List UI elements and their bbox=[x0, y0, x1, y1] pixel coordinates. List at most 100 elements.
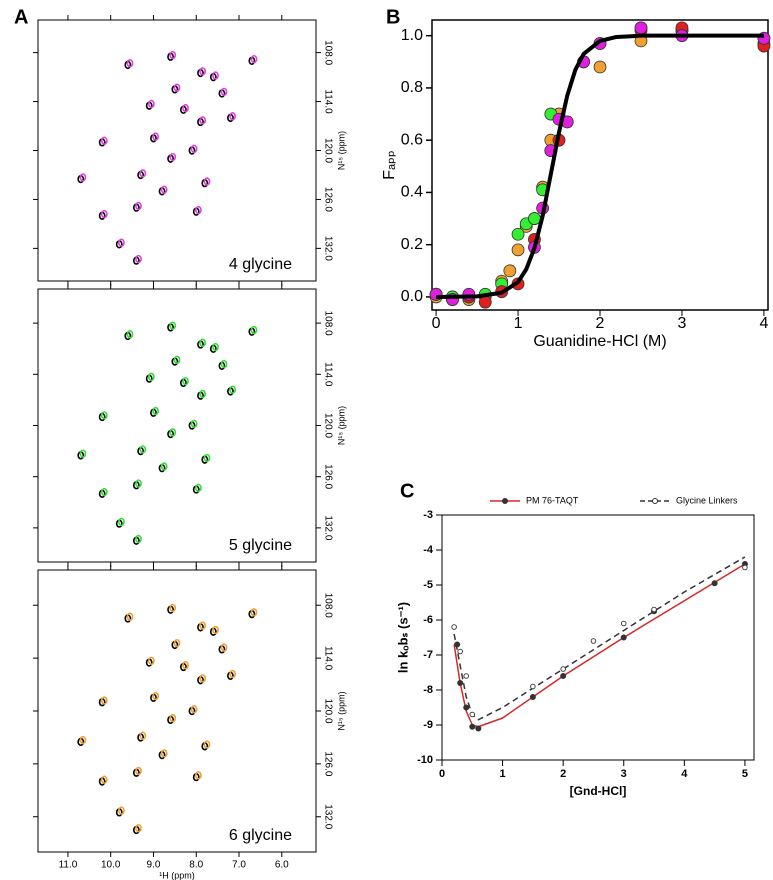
data-point bbox=[620, 634, 627, 641]
x-tick-label: 2 bbox=[596, 315, 605, 332]
data-point bbox=[457, 648, 463, 655]
y-axis-label: N¹⁵ (ppm) bbox=[336, 131, 346, 170]
data-point bbox=[511, 243, 525, 257]
peak bbox=[139, 169, 147, 178]
y-tick-label: -8 bbox=[423, 684, 433, 696]
y-tick-label: 108.0 bbox=[322, 593, 333, 618]
peak bbox=[135, 766, 142, 776]
x-tick-label: 4 bbox=[681, 768, 688, 780]
peak bbox=[118, 238, 125, 247]
peak bbox=[147, 99, 155, 109]
peak bbox=[203, 740, 211, 749]
x-tick-label: 2 bbox=[560, 768, 566, 780]
peak bbox=[220, 643, 228, 652]
peak bbox=[135, 824, 142, 833]
panel: B 0 1 2 3 4 0.0 0.2 0.4 0.6 0.8 1.0 Guanidine-HCl (M… bbox=[381, 6, 771, 350]
y-tick-label: 0.2 bbox=[401, 236, 423, 253]
data-point bbox=[620, 620, 627, 627]
peak bbox=[100, 696, 108, 705]
x-tick-label: 6.0 bbox=[275, 860, 289, 871]
peak bbox=[203, 177, 211, 186]
peak bbox=[199, 674, 207, 683]
y-tick-label: -7 bbox=[423, 649, 433, 661]
panel: C 0 1 2 3 4 5 -10 -9 -8 -7 -6 -5 -4 -3 [Gnd-HCl] ln kₒbₛ… bbox=[395, 480, 755, 798]
data-point bbox=[469, 723, 476, 730]
peak bbox=[212, 71, 219, 80]
y-tick-label: 108.0 bbox=[322, 311, 333, 336]
peak bbox=[173, 355, 181, 365]
x-axis-label: Guanidine-HCl (M) bbox=[533, 333, 666, 350]
y-tick-label: -6 bbox=[423, 614, 433, 626]
peak bbox=[169, 713, 177, 723]
x-tick-label: 4 bbox=[759, 315, 768, 332]
y-tick-label: -9 bbox=[423, 719, 433, 731]
data-point bbox=[463, 704, 470, 711]
peak bbox=[199, 116, 207, 125]
data-point bbox=[475, 725, 482, 732]
x-tick-label: 5 bbox=[742, 768, 748, 780]
peak bbox=[160, 462, 168, 471]
panel-label: A bbox=[14, 6, 28, 28]
y-tick-label: 0.6 bbox=[401, 131, 423, 148]
data-point bbox=[451, 624, 457, 630]
annotation: 5 glycine bbox=[229, 537, 292, 554]
y-axis-label: Fₐₚₚ bbox=[381, 150, 398, 179]
y-tick-label: 126.0 bbox=[322, 464, 333, 489]
x-axis-label: [Gnd-HCl] bbox=[570, 784, 627, 798]
peak bbox=[199, 621, 207, 630]
peak bbox=[203, 453, 211, 463]
y-tick-label: 132.0 bbox=[322, 804, 333, 829]
peak bbox=[169, 321, 177, 330]
peak bbox=[173, 638, 181, 648]
x-tick-label: 1 bbox=[514, 315, 523, 332]
x-tick-label: 1 bbox=[500, 768, 506, 780]
peak bbox=[220, 359, 228, 369]
y-tick-label: -5 bbox=[423, 579, 433, 591]
y-tick-label: 0.4 bbox=[401, 184, 423, 201]
y-axis-label: ln kₒbₛ (s⁻¹) bbox=[395, 602, 410, 673]
y-tick-label: 114.0 bbox=[322, 362, 333, 387]
peak bbox=[139, 445, 147, 454]
data-point bbox=[530, 683, 536, 690]
peak bbox=[118, 806, 125, 815]
y-tick-label: 126.0 bbox=[322, 751, 333, 776]
panel-label: C bbox=[400, 480, 414, 502]
y-tick-label: 0.0 bbox=[401, 288, 423, 305]
x-tick-label: 10.0 bbox=[101, 860, 121, 871]
y-axis-label: N¹⁵ (ppm) bbox=[336, 691, 346, 730]
y-tick-label: 120.0 bbox=[322, 138, 333, 163]
x-tick-label: 0 bbox=[439, 768, 445, 780]
peak bbox=[199, 389, 207, 399]
peak bbox=[147, 656, 155, 665]
peak bbox=[250, 608, 258, 617]
y-tick-label: 1.0 bbox=[401, 27, 423, 44]
fit-line bbox=[436, 33, 764, 299]
peak bbox=[194, 483, 202, 492]
peak bbox=[135, 254, 142, 264]
x-tick-label: 3 bbox=[677, 315, 686, 332]
panel: 11.0 10.0 9.0 8.0 7.0 6.0 108.0 114.0 120.0 126.0… bbox=[33, 565, 346, 880]
legend-marker bbox=[502, 498, 508, 504]
fit-line bbox=[453, 563, 746, 728]
y-tick-label: 132.0 bbox=[322, 515, 333, 540]
peak bbox=[79, 449, 87, 458]
plot-frame bbox=[37, 19, 317, 282]
peak bbox=[139, 731, 147, 740]
peak bbox=[229, 385, 236, 394]
peak bbox=[194, 771, 202, 780]
y-tick-label: -4 bbox=[423, 544, 434, 556]
peak bbox=[169, 428, 177, 437]
peak bbox=[169, 152, 177, 162]
peak bbox=[229, 112, 236, 121]
data-point bbox=[651, 606, 657, 613]
peak bbox=[126, 59, 134, 68]
peak bbox=[152, 691, 160, 701]
plot-frame bbox=[37, 288, 317, 563]
y-tick-label: -3 bbox=[423, 509, 433, 521]
legend-label: PM 76-TAQT bbox=[526, 495, 579, 505]
y-tick-label: 108.0 bbox=[322, 40, 333, 65]
x-axis-label: ¹H (ppm) bbox=[159, 870, 195, 880]
data-point bbox=[593, 60, 607, 74]
peak bbox=[190, 419, 198, 428]
